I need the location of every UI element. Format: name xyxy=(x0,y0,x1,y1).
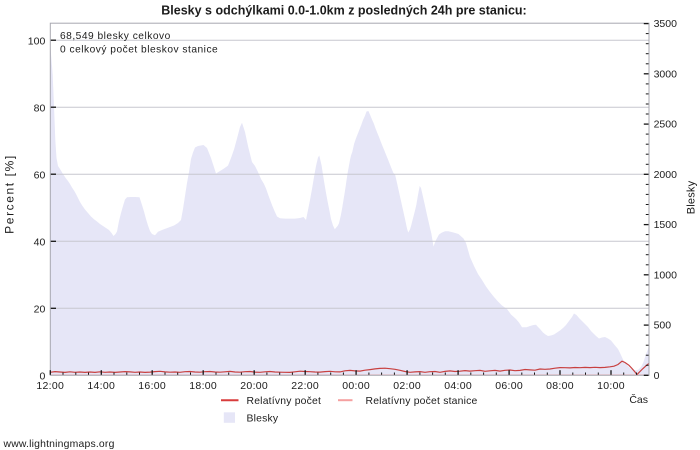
svg-text:Relatívny počet: Relatívny počet xyxy=(247,396,322,407)
svg-text:16:00: 16:00 xyxy=(138,380,166,392)
svg-text:Blesky: Blesky xyxy=(686,180,698,214)
svg-text:04:00: 04:00 xyxy=(444,380,472,392)
svg-text:14:00: 14:00 xyxy=(87,380,115,392)
svg-text:www.lightningmaps.org: www.lightningmaps.org xyxy=(3,439,115,450)
svg-text:20:00: 20:00 xyxy=(240,380,268,392)
svg-text:08:00: 08:00 xyxy=(546,380,574,392)
svg-text:Čas: Čas xyxy=(629,393,648,406)
svg-text:3000: 3000 xyxy=(654,68,678,80)
svg-text:1500: 1500 xyxy=(654,219,678,231)
svg-text:0: 0 xyxy=(654,370,660,382)
svg-text:20: 20 xyxy=(34,304,46,316)
svg-text:Percent [%]: Percent [%] xyxy=(3,154,17,234)
svg-text:100: 100 xyxy=(28,35,46,47)
svg-text:10:00: 10:00 xyxy=(597,380,625,392)
svg-text:22:00: 22:00 xyxy=(291,380,319,392)
svg-text:40: 40 xyxy=(34,237,46,249)
svg-text:2500: 2500 xyxy=(654,119,678,131)
svg-text:2000: 2000 xyxy=(654,169,678,181)
svg-text:80: 80 xyxy=(34,102,46,114)
svg-text:12:00: 12:00 xyxy=(36,380,64,392)
svg-text:500: 500 xyxy=(654,320,672,332)
svg-text:0: 0 xyxy=(39,371,45,383)
svg-text:60: 60 xyxy=(34,169,46,181)
svg-text:Blesky s odchýlkami 0.0-1.0km: Blesky s odchýlkami 0.0-1.0km z posledný… xyxy=(161,3,526,17)
svg-text:1000: 1000 xyxy=(654,269,678,281)
svg-text:3500: 3500 xyxy=(654,18,678,30)
svg-text:Relatívny počet stanice: Relatívny počet stanice xyxy=(366,396,478,407)
svg-text:0 celkový počet bleskov stanic: 0 celkový počet bleskov stanice xyxy=(60,45,218,56)
svg-text:06:00: 06:00 xyxy=(495,380,523,392)
svg-text:Blesky: Blesky xyxy=(247,414,279,425)
svg-text:00:00: 00:00 xyxy=(342,380,370,392)
svg-text:18:00: 18:00 xyxy=(189,380,217,392)
svg-text:68,549 blesky celkovo: 68,549 blesky celkovo xyxy=(60,31,171,42)
svg-text:02:00: 02:00 xyxy=(393,380,421,392)
